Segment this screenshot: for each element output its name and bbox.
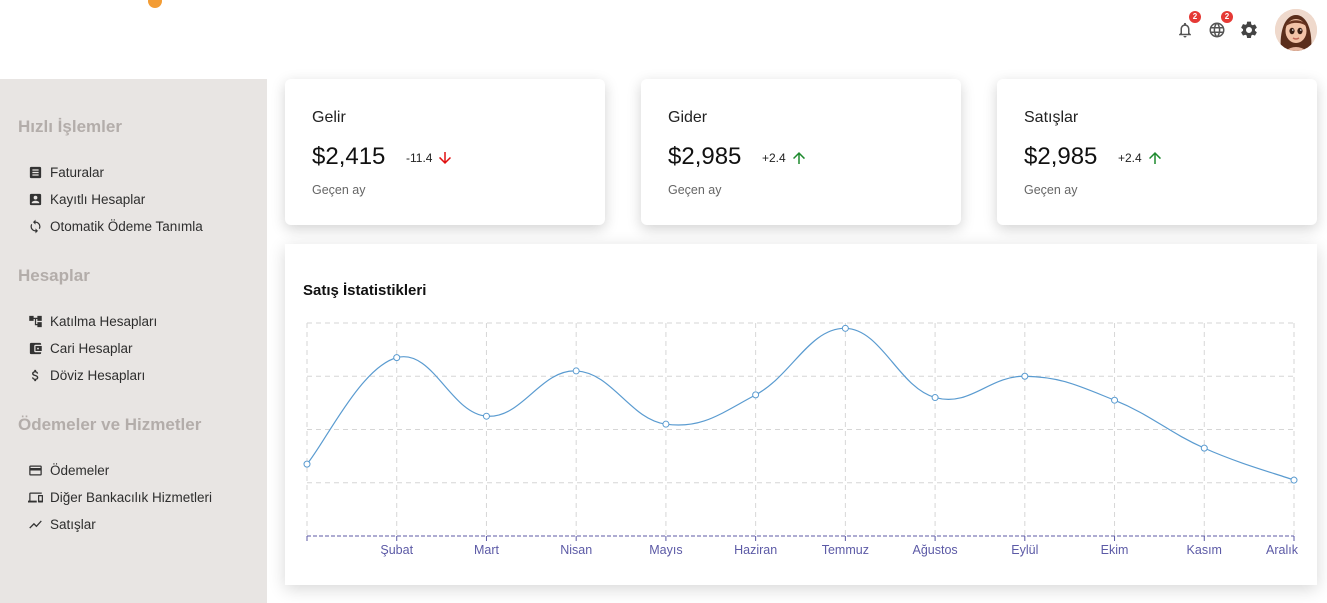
data-point: [393, 354, 401, 362]
card-delta: +2.4: [1118, 149, 1164, 167]
logo[interactable]: [148, 0, 162, 8]
data-point: [752, 391, 760, 399]
sidebar-item-payments[interactable]: Ödemeler: [28, 463, 109, 478]
arrow-up-icon: [1148, 152, 1161, 164]
delta-value: -11.4: [406, 151, 433, 165]
sidebar-item-invoices[interactable]: Faturalar: [28, 165, 104, 180]
tree-icon: [29, 315, 42, 328]
data-point: [1021, 372, 1029, 380]
card-delta: -11.4: [406, 149, 454, 167]
card-delta: +2.4: [762, 149, 808, 167]
card-title: Gider: [668, 109, 708, 126]
sidebar-item-label: Katılma Hesapları: [50, 314, 158, 329]
chart-title: Satış İstatistikleri: [303, 282, 427, 299]
arrow-up-icon: [792, 152, 805, 164]
section-title-payments: Ödemeler ve Hizmetler: [18, 415, 202, 434]
section-title-quick: Hızlı İşlemler: [18, 117, 122, 136]
sidebar-item-label: Satışlar: [50, 517, 96, 532]
data-point: [482, 412, 490, 420]
card-value: $2,985: [668, 143, 742, 170]
header-actions: 2 2: [1175, 8, 1317, 52]
language-badge: 2: [1221, 11, 1233, 23]
x-tick-label: Aralık: [1266, 543, 1299, 557]
sidebar-item-label: Diğer Bankacılık Hizmetleri: [50, 490, 213, 505]
notification-badge: 2: [1189, 11, 1201, 23]
gear-icon: [1241, 21, 1257, 38]
card-title: Gelir: [312, 109, 346, 126]
sidebar-item-label: Faturalar: [50, 165, 105, 180]
card-subtitle: Geçen ay: [312, 183, 366, 197]
card-value: $2,415: [312, 143, 386, 170]
sales-series-line: [306, 327, 1295, 481]
devices-icon: [28, 492, 43, 503]
x-tick-label: Kasım: [1187, 543, 1222, 557]
arrow-down-icon: [439, 152, 452, 164]
data-point: [662, 420, 670, 428]
card-value: $2,985: [1024, 143, 1098, 170]
stat-card-sales[interactable]: Satışlar $2,985 +2.4 Geçen ay: [997, 79, 1317, 225]
sidebar-item-auto-payment[interactable]: Otomatik Ödeme Tanımla: [28, 219, 203, 234]
sidebar-item-saved-accounts[interactable]: Kayıtlı Hesaplar: [28, 192, 145, 207]
sidebar-item-label: Döviz Hesapları: [50, 368, 146, 383]
data-point: [303, 460, 311, 468]
data-point: [1111, 396, 1119, 404]
data-point: [841, 324, 849, 332]
sidebar-item-label: Kayıtlı Hesaplar: [50, 192, 146, 207]
stat-card-income[interactable]: Gelir $2,415 -11.4 Geçen ay: [285, 79, 605, 225]
top-bar: 2 2: [0, 0, 1327, 79]
sidebar-item-sales[interactable]: Satışlar: [28, 517, 96, 532]
sidebar-item-currency-accounts[interactable]: Döviz Hesapları: [28, 368, 145, 383]
avatar-image: [1275, 9, 1317, 51]
x-tick-label: Eylül: [1011, 543, 1038, 557]
notifications-button[interactable]: 2: [1175, 11, 1201, 40]
sidebar-item-other-banking[interactable]: Diğer Bankacılık Hizmetleri: [28, 490, 212, 505]
x-tick-label: Nisan: [560, 543, 592, 557]
delta-value: +2.4: [1118, 151, 1142, 165]
x-tick-label: Ağustos: [913, 543, 958, 557]
delta-value: +2.4: [762, 151, 786, 165]
data-point: [931, 394, 939, 402]
section-title-accounts: Hesaplar: [18, 266, 90, 285]
x-tick-label: Mart: [474, 543, 500, 557]
card-subtitle: Geçen ay: [668, 183, 722, 197]
sidebar-item-current-accounts[interactable]: Cari Hesaplar: [28, 341, 133, 356]
settings-button[interactable]: [1239, 20, 1259, 40]
trending-icon: [29, 520, 42, 529]
data-point: [1290, 476, 1298, 484]
data-point: [572, 367, 580, 375]
bell-icon: [1179, 22, 1191, 38]
avatar[interactable]: [1275, 9, 1317, 51]
globe-icon: [1209, 22, 1225, 38]
dollar-icon: [31, 369, 39, 382]
x-tick-label: Mayıs: [649, 543, 682, 557]
stat-card-expense[interactable]: Gider $2,985 +2.4 Geçen ay: [641, 79, 961, 225]
sidebar-item-label: Ödemeler: [50, 463, 110, 478]
card-subtitle: Geçen ay: [1024, 183, 1078, 197]
sidebar-item-participation-accounts[interactable]: Katılma Hesapları: [28, 314, 157, 329]
sales-chart-card: Satış İstatistikleri Şubat Mart Nisan Mayıs…: [285, 244, 1317, 585]
x-tick-label: Şubat: [380, 543, 413, 557]
card-title: Satışlar: [1024, 109, 1079, 126]
sidebar-item-label: Cari Hesaplar: [50, 341, 133, 356]
account-box-icon: [29, 193, 42, 206]
x-tick-label: Haziran: [734, 543, 777, 557]
refresh-icon: [30, 219, 41, 234]
sidebar-item-label: Otomatik Ödeme Tanımla: [50, 219, 203, 234]
sidebar: Hızlı İşlemler Faturalar Kayıtlı Hesapla…: [0, 79, 267, 603]
language-button[interactable]: 2: [1207, 11, 1233, 40]
x-tick-label: Temmuz: [822, 543, 869, 557]
sales-line-chart[interactable]: Şubat Mart Nisan Mayıs Haziran Temmuz Ağustos E…: [285, 244, 1317, 585]
data-point: [1200, 444, 1208, 452]
invoice-icon: [29, 166, 42, 179]
credit-card-icon: [29, 465, 42, 476]
wallet-icon: [29, 342, 42, 355]
x-tick-label: Ekim: [1101, 543, 1129, 557]
